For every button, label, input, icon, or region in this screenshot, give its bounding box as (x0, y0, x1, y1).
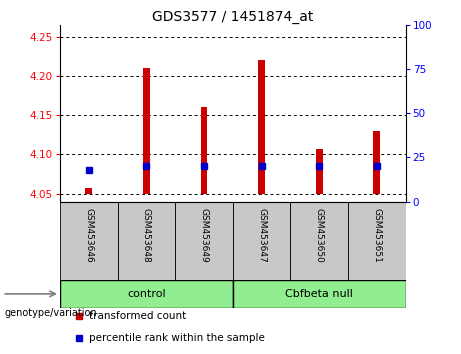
Text: genotype/variation: genotype/variation (5, 308, 97, 318)
Text: control: control (127, 289, 165, 299)
Bar (175, 201, 233, 280)
Text: GSM453650: GSM453650 (315, 208, 324, 263)
Text: transformed count: transformed count (89, 312, 187, 321)
Bar (258, 60, 265, 194)
Bar (60, 280, 233, 308)
Text: GSM453651: GSM453651 (372, 208, 381, 263)
Bar (290, 201, 348, 280)
Bar (348, 201, 406, 280)
Text: GSM453649: GSM453649 (200, 208, 208, 263)
Text: GSM453647: GSM453647 (257, 208, 266, 263)
Bar (118, 201, 175, 280)
Bar (60, 201, 118, 280)
Bar (143, 68, 150, 194)
Bar (233, 280, 406, 308)
Bar (373, 131, 380, 194)
Bar (233, 201, 290, 280)
Text: GSM453646: GSM453646 (84, 208, 93, 263)
Bar (316, 149, 323, 194)
Bar (85, 188, 92, 194)
Text: Cbfbeta null: Cbfbeta null (285, 289, 353, 299)
Text: percentile rank within the sample: percentile rank within the sample (89, 333, 265, 343)
Bar (201, 107, 207, 194)
Text: GSM453648: GSM453648 (142, 208, 151, 263)
Title: GDS3577 / 1451874_at: GDS3577 / 1451874_at (152, 10, 313, 24)
